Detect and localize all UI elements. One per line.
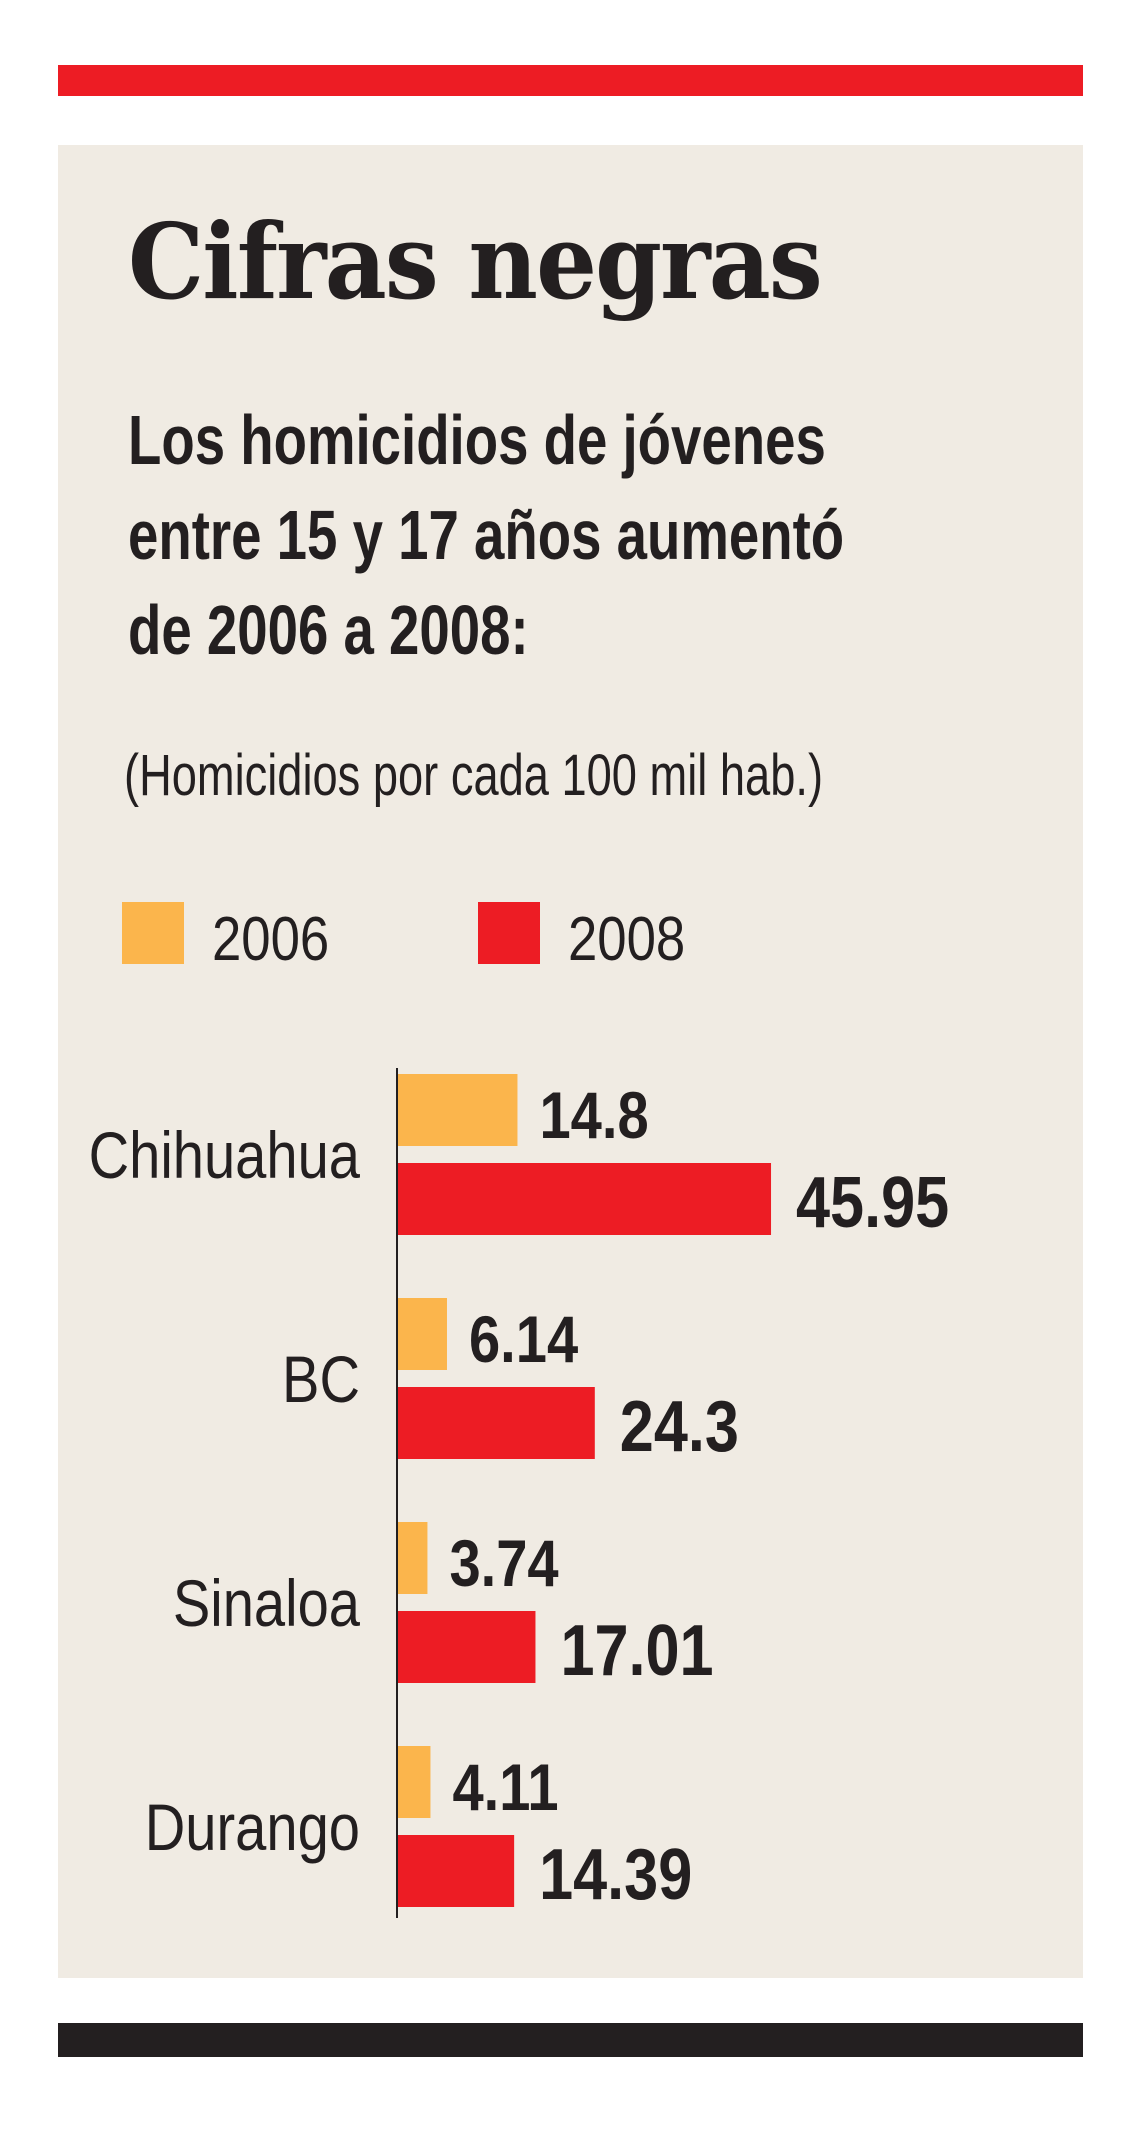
bar-2006: [397, 1522, 428, 1594]
data-label-2006: 14.8: [539, 1079, 648, 1152]
bar-2008: [397, 1387, 595, 1459]
data-label-2008: 45.95: [796, 1163, 949, 1243]
subtitle-line-2: entre 15 y 17 años aumentó: [128, 496, 845, 574]
data-label-2006: 3.74: [449, 1527, 558, 1600]
bottom-black-rule: [58, 2023, 1083, 2057]
subtitle-line-1: Los homicidios de jóvenes: [128, 401, 826, 479]
data-label-2006: 6.14: [469, 1303, 578, 1376]
bar-2008: [397, 1835, 515, 1907]
bar-2006: [397, 1298, 447, 1370]
bar-2008: [397, 1163, 772, 1235]
subtitle-line-3: de 2006 a 2008:: [128, 591, 529, 669]
legend-swatch-2008: [478, 902, 540, 964]
data-label-2008: 14.39: [539, 1835, 692, 1915]
legend-label-2006: 2006: [212, 905, 330, 974]
bar-2006: [397, 1746, 431, 1818]
legend-swatch-2006: [122, 902, 184, 964]
legend-label-2008: 2008: [568, 905, 686, 974]
bar-2008: [397, 1611, 536, 1683]
unit-note: (Homicidios por cada 100 mil hab.): [124, 743, 824, 808]
data-label-2008: 24.3: [620, 1387, 739, 1467]
category-label: Sinaloa: [173, 1567, 361, 1640]
category-label: BC: [282, 1343, 360, 1416]
data-label-2006: 4.11: [452, 1751, 558, 1824]
infographic-panel: [58, 145, 1083, 1978]
data-label-2008: 17.01: [560, 1611, 713, 1691]
top-red-rule: [58, 65, 1083, 96]
bar-2006: [397, 1074, 518, 1146]
category-label: Chihuahua: [89, 1119, 361, 1192]
category-label: Durango: [145, 1791, 360, 1864]
chart-title: Cifras negras: [128, 200, 823, 323]
